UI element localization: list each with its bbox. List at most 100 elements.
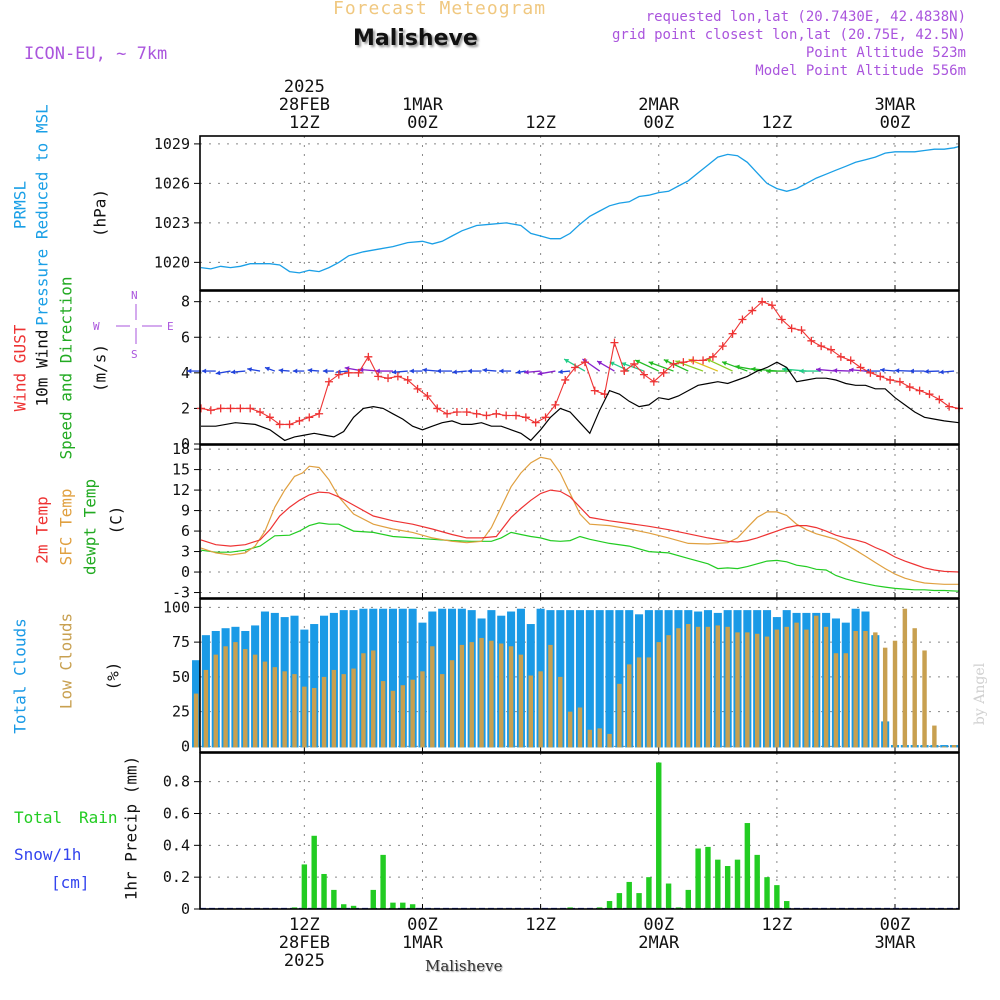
gust-marker bbox=[482, 411, 491, 420]
panel-frame bbox=[199, 290, 960, 445]
gust-marker bbox=[905, 383, 914, 392]
low-cloud-bar bbox=[213, 654, 218, 748]
low-cloud-bar bbox=[794, 622, 799, 748]
low-cloud-bar bbox=[252, 654, 258, 748]
gust-marker bbox=[836, 352, 845, 361]
low-cloud-bar bbox=[558, 676, 563, 748]
low-cloud-bar bbox=[341, 674, 346, 748]
precip-bar bbox=[636, 893, 642, 909]
gust-marker bbox=[787, 324, 796, 333]
total-cloud-bar bbox=[408, 608, 417, 748]
wind-arrow bbox=[721, 361, 748, 372]
gust-marker bbox=[915, 386, 924, 395]
low-cloud-bar bbox=[882, 647, 888, 748]
wind-arrowhead bbox=[537, 371, 543, 376]
time-label-hour-top: 00Z bbox=[880, 113, 911, 133]
low-cloud-bar bbox=[361, 653, 366, 748]
wind-arrowhead bbox=[247, 367, 252, 372]
gust-marker bbox=[256, 407, 265, 416]
gust-marker bbox=[561, 375, 570, 384]
precip-bar bbox=[715, 859, 721, 909]
label-total: Total bbox=[14, 808, 63, 827]
wind-arrow bbox=[734, 365, 763, 372]
time-label-year-top: 2025 bbox=[284, 77, 325, 97]
total-cloud-bar bbox=[379, 608, 388, 748]
wind-arrowhead bbox=[499, 368, 504, 374]
precip-bar bbox=[350, 905, 357, 909]
gust-marker bbox=[876, 372, 885, 381]
gust-marker bbox=[324, 377, 333, 386]
precip-bar bbox=[370, 889, 376, 909]
low-cloud-bar bbox=[705, 626, 711, 748]
low-cloud-bar bbox=[853, 630, 858, 748]
precip-bar bbox=[784, 901, 790, 909]
gust-marker bbox=[305, 413, 314, 422]
temp-2m-line bbox=[200, 489, 960, 573]
low-cloud-bar bbox=[942, 746, 947, 748]
total-cloud-bar bbox=[566, 610, 575, 748]
low-cloud-bar bbox=[410, 679, 415, 748]
y-tick-label: 0.4 bbox=[163, 836, 190, 854]
low-cloud-bar bbox=[617, 683, 622, 748]
pressure-line bbox=[200, 145, 960, 274]
low-cloud-bar bbox=[321, 676, 327, 748]
gust-marker bbox=[718, 342, 727, 351]
wind-arrowhead bbox=[799, 368, 804, 374]
low-cloud-bar bbox=[518, 654, 524, 748]
gust-marker bbox=[817, 342, 826, 351]
low-cloud-bar bbox=[489, 640, 494, 748]
gust-marker bbox=[639, 370, 648, 379]
gust-line bbox=[200, 301, 960, 425]
y-tick-label: 0 bbox=[181, 563, 190, 581]
time-label-hour-bottom: 12Z bbox=[762, 915, 793, 935]
wind-arrow bbox=[663, 359, 689, 372]
low-cloud-bar bbox=[538, 671, 543, 748]
low-cloud-bar bbox=[193, 693, 199, 748]
time-label-date-top: 1MAR bbox=[402, 95, 444, 115]
total-cloud-bar bbox=[398, 608, 407, 748]
low-cloud-bar bbox=[351, 668, 356, 748]
wind-arrowhead bbox=[735, 364, 740, 370]
gust-marker bbox=[669, 359, 678, 368]
time-label-hour-bottom: 12Z bbox=[525, 915, 556, 935]
wind-arrowhead bbox=[849, 367, 854, 373]
gust-marker bbox=[610, 338, 619, 347]
total-cloud-bar bbox=[595, 610, 604, 748]
wind-arrowhead bbox=[278, 368, 284, 373]
time-label-date-bottom: 2MAR bbox=[638, 933, 680, 953]
low-cloud-bar bbox=[587, 729, 593, 748]
low-cloud-bar bbox=[814, 615, 819, 748]
y-tick-label: 50 bbox=[172, 668, 190, 686]
gust-marker bbox=[945, 402, 954, 411]
low-cloud-bar bbox=[636, 657, 642, 748]
precip-bar bbox=[646, 877, 652, 909]
gust-marker bbox=[315, 409, 324, 418]
gust-marker bbox=[856, 363, 865, 372]
gust-marker bbox=[265, 413, 274, 422]
precip-bar bbox=[341, 904, 347, 909]
footer-location: Malisheve bbox=[425, 957, 503, 975]
model-altitude: Model Point Altitude 556m bbox=[755, 63, 966, 79]
low-cloud-bar bbox=[371, 650, 376, 748]
gust-marker bbox=[935, 395, 944, 404]
time-label-date-bottom: 28FEB bbox=[279, 933, 330, 953]
gust-marker bbox=[531, 418, 540, 427]
wind-arrowhead bbox=[648, 361, 654, 366]
time-label-hour-top: 12Z bbox=[762, 113, 793, 133]
low-cloud-bar bbox=[863, 630, 868, 748]
low-cloud-bar bbox=[499, 643, 504, 748]
wind-arrowhead bbox=[721, 361, 727, 366]
wind-arrowhead bbox=[436, 368, 441, 374]
y-tick-label: 6 bbox=[181, 328, 190, 346]
y-tick-label: 1029 bbox=[154, 135, 190, 153]
wind-arrowhead bbox=[409, 368, 414, 374]
time-label-hour-top: 12Z bbox=[525, 113, 556, 133]
precip-bar bbox=[331, 889, 337, 909]
wind-arrowhead bbox=[635, 359, 641, 365]
time-label-date-top: 2MAR bbox=[638, 95, 680, 115]
panel-frame bbox=[199, 444, 960, 599]
low-cloud-bar bbox=[745, 632, 750, 748]
low-cloud-bar bbox=[479, 637, 484, 748]
wind-speed-line bbox=[201, 361, 960, 442]
gust-marker bbox=[689, 356, 698, 365]
